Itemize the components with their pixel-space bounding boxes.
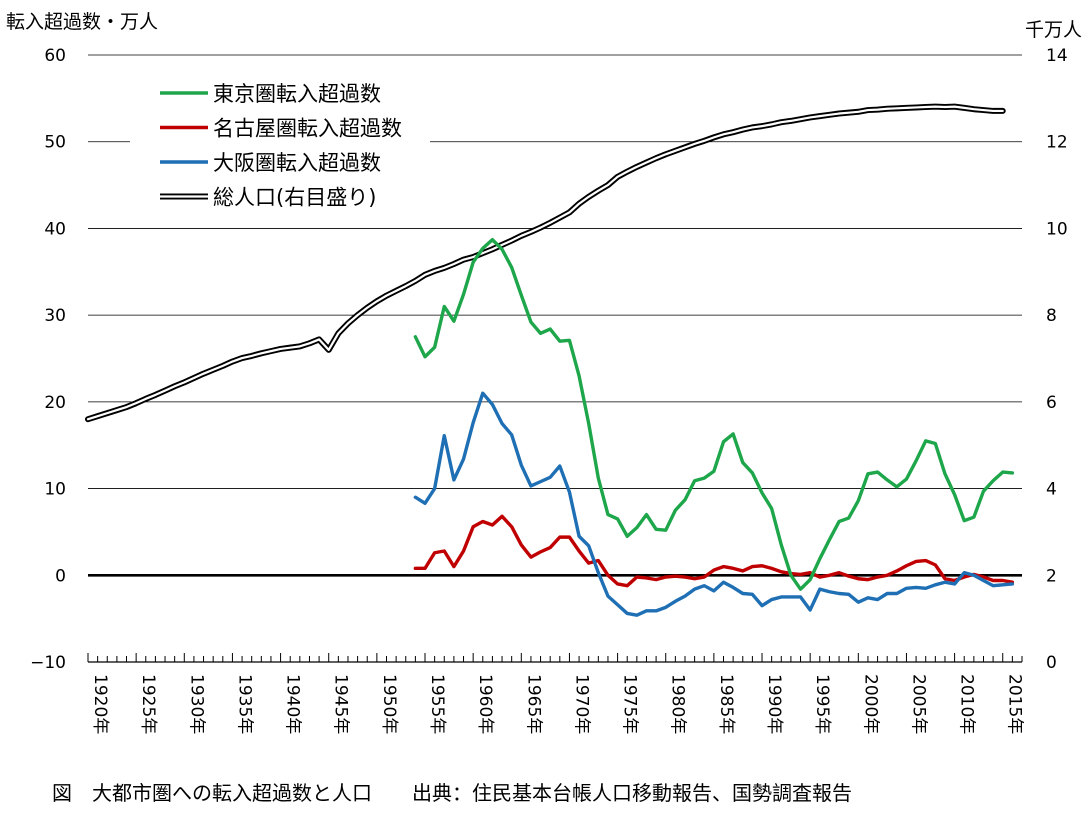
right-tick-label: 10 — [1046, 219, 1068, 239]
x-tick-label: 1955年 — [427, 674, 447, 734]
series-lines — [85, 103, 1022, 617]
x-tick-label: 1960年 — [475, 674, 495, 734]
left-tick-label: 30 — [44, 306, 66, 326]
chart-caption: 図 大都市圏への転入超過数と人口 出典：住民基本台帳人口移動報告、国勢調査報告 — [52, 781, 852, 805]
right-tick-label: 2 — [1046, 566, 1057, 586]
x-tick-label: 1920年 — [90, 674, 110, 734]
x-tick-label: 2010年 — [957, 674, 977, 734]
x-tick-label: 1990年 — [764, 674, 784, 734]
left-tick-label: −10 — [30, 653, 66, 673]
x-tick-label: 1985年 — [716, 674, 736, 734]
right-tick-label: 0 — [1046, 653, 1057, 673]
right-axis-ticks: 14 12 10 8 6 4 2 0 — [1046, 46, 1068, 673]
x-tick-label: 2015年 — [1005, 674, 1025, 734]
x-tick-label: 1925年 — [138, 674, 158, 734]
left-tick-label: 40 — [44, 219, 66, 239]
x-tick-label: 1930年 — [186, 674, 206, 734]
osaka-series-line — [413, 391, 1015, 617]
left-axis-ticks: 60 50 40 30 20 10 0 −10 — [30, 46, 66, 673]
left-tick-label: 50 — [44, 133, 66, 153]
x-tick-label: 1940年 — [283, 674, 303, 734]
right-tick-label: 12 — [1046, 133, 1068, 153]
x-tick-label: 2005年 — [908, 674, 928, 734]
tokyo-series-line — [413, 238, 1015, 591]
x-tick-label: 1995年 — [812, 674, 832, 734]
population-line — [86, 105, 1004, 421]
x-axis: 1920年 1925年 1930年 1935年 1940年 1945年 1950年 1955年… — [87, 653, 1025, 734]
x-tick-label: 1970年 — [571, 674, 591, 734]
x-tick-label: 1935年 — [234, 674, 254, 734]
legend-label: 東京圏転入超過数 — [213, 82, 381, 106]
left-tick-label: 20 — [44, 393, 66, 413]
left-tick-label: 10 — [44, 480, 66, 500]
left-axis-title: 転入超過数・万人 — [6, 11, 158, 33]
right-tick-label: 4 — [1046, 480, 1057, 500]
legend-label: 総人口(右目盛り) — [213, 186, 376, 210]
x-tick-label: 1965年 — [523, 674, 543, 734]
left-tick-label: 0 — [55, 566, 66, 586]
nagoya-series-line — [413, 514, 1015, 588]
right-tick-label: 6 — [1046, 393, 1057, 413]
legend-label: 名古屋圏転入超過数 — [213, 117, 402, 141]
right-axis-title: 千万人 — [1025, 19, 1082, 41]
x-tick-label: 2000年 — [860, 674, 880, 734]
x-tick-label: 1975年 — [620, 674, 640, 734]
x-tick-label: 1950年 — [379, 674, 399, 734]
x-tick-label: 1980年 — [668, 674, 688, 734]
x-tick-label: 1945年 — [331, 674, 351, 734]
left-tick-label: 60 — [44, 46, 66, 66]
legend-label: 大阪圏転入超過数 — [213, 151, 381, 175]
right-tick-label: 14 — [1046, 46, 1068, 66]
right-tick-label: 8 — [1046, 306, 1057, 326]
